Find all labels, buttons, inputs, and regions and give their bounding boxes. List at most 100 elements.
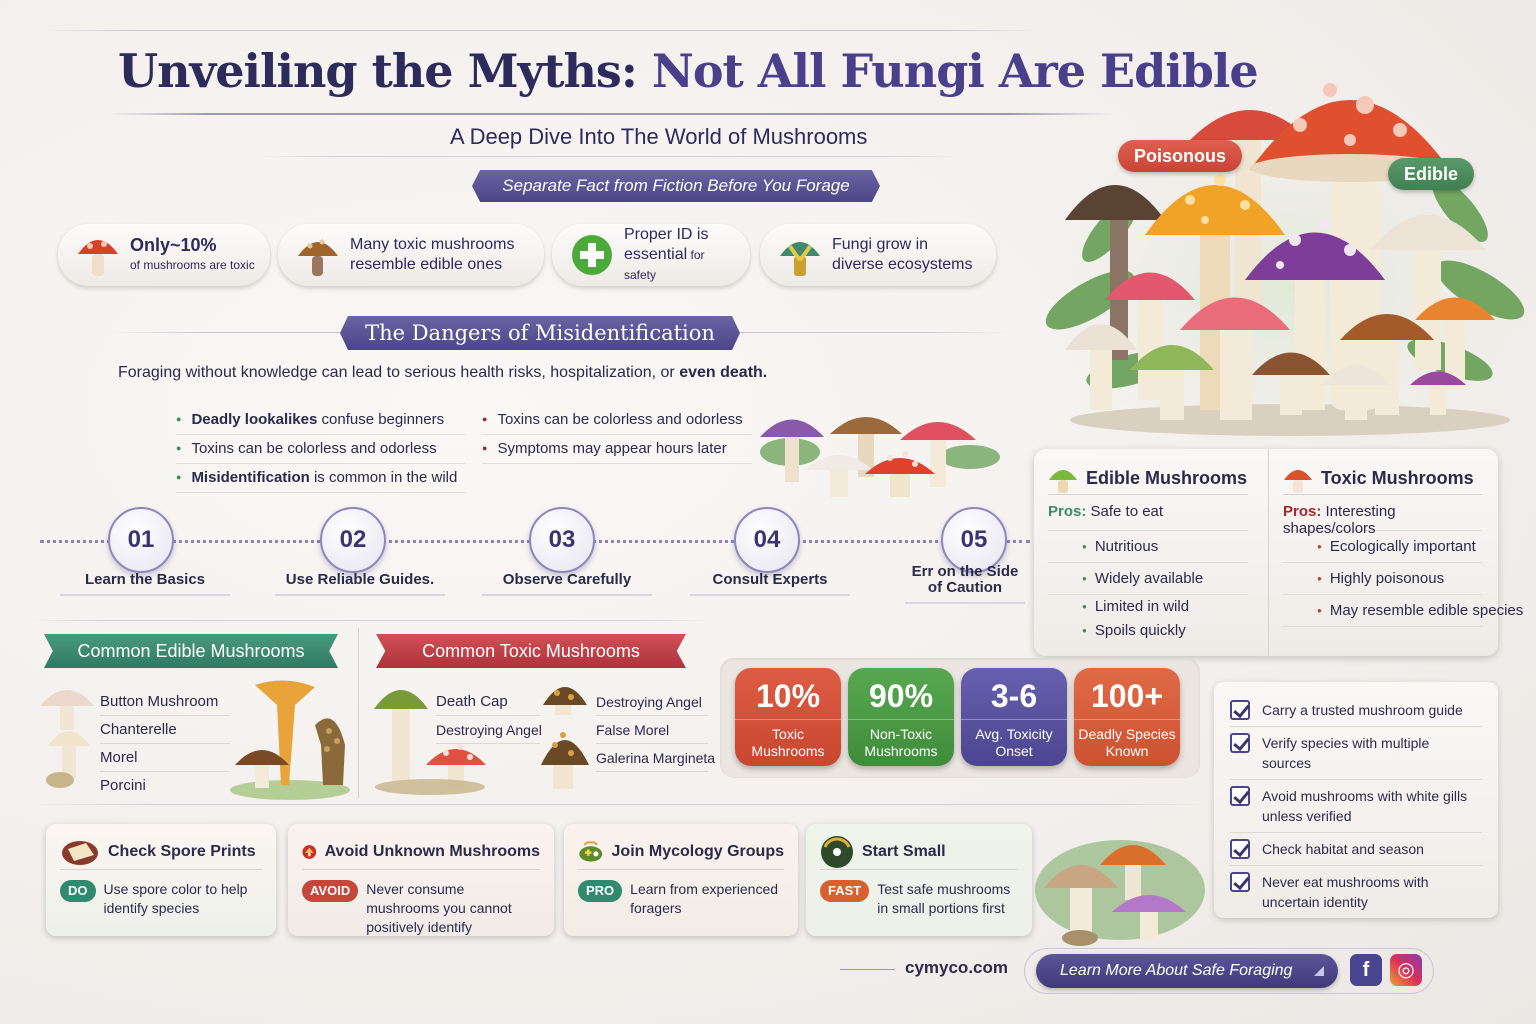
list-item: Spoils quickly <box>1048 619 1248 643</box>
toxic-title: Toxic Mushrooms <box>1321 468 1474 488</box>
checklist-text: Avoid mushrooms with white gills unless … <box>1262 788 1468 824</box>
tip-title: Check Spore Prints <box>108 842 256 860</box>
timeline-step-05: 05 <box>941 507 1007 573</box>
tip-text: Learn from experienced foragers <box>630 881 779 916</box>
danger-bullets-right: Toxins can be colorless and odorless Sym… <box>482 406 752 464</box>
checkbox-checked-icon[interactable] <box>1230 786 1250 806</box>
tip-body: AVOID Never consume mushrooms you cannot … <box>302 880 540 937</box>
bullet-item: Misidentification is common in the wild <box>176 464 466 493</box>
checkbox-checked-icon[interactable] <box>1230 733 1250 753</box>
checklist-item: Check habitat and season <box>1230 833 1482 866</box>
bullet-text: Toxins can be colorless and odorless <box>497 411 743 428</box>
brown-mushroom-icon <box>298 239 338 276</box>
instagram-icon[interactable]: ◎ <box>1390 954 1422 986</box>
edible-list: Nutritious Widely available Limited in w… <box>1048 531 1248 643</box>
tip-heading: Join Mycology Groups <box>578 834 784 870</box>
lead-text: Foraging without knowledge can lead to s… <box>118 364 680 381</box>
edible-vs-toxic-card: Edible Mushrooms Pros: Safe to eat Nutri… <box>1034 449 1523 656</box>
section-divider <box>30 804 1210 805</box>
hero-mushroom-illustration <box>1030 40 1536 450</box>
corner-mushroom-illustration <box>1030 820 1210 950</box>
tip-card-spore-prints: Check Spore Prints DO Use spore color to … <box>46 824 276 936</box>
dangers-heading: The Dangers of Misidentification <box>340 316 740 350</box>
list-item: Nutritious <box>1048 531 1248 563</box>
edible-column: Edible Mushrooms Pros: Safe to eat Nutri… <box>1034 449 1262 656</box>
timeline-label-03: Observe Carefully <box>482 572 652 596</box>
stat-toxic: 10% Toxic Mushrooms <box>735 668 841 766</box>
pros-label: Pros: <box>1048 503 1087 520</box>
timeline-step-02: 02 <box>320 507 386 573</box>
tip-tag: PRO <box>578 880 623 902</box>
warning-mushroom-icon <box>302 844 317 859</box>
stat-label: Non-Toxic Mushrooms <box>864 726 938 759</box>
fact-line-1: Many toxic mushrooms <box>350 236 515 253</box>
mushroom-group-icon <box>760 417 1000 497</box>
checklist-item: Avoid mushrooms with white gills unless … <box>1230 780 1482 833</box>
fact-line-1: Proper ID is <box>624 226 709 243</box>
red-mushroom-icon <box>78 240 118 276</box>
timeline-step-01: 01 <box>108 507 174 573</box>
edible-heading: Edible Mushrooms <box>1048 463 1248 495</box>
learn-more-button[interactable]: Learn More About Safe Foraging <box>1036 954 1338 988</box>
safety-checklist: Carry a trusted mushroom guide Verify sp… <box>1214 682 1498 918</box>
checkbox-checked-icon[interactable] <box>1230 872 1250 892</box>
checklist-item: Never eat mushrooms with uncertain ident… <box>1230 866 1482 918</box>
timeline-label-05: Err on the Side of Caution <box>905 564 1025 604</box>
green-mushroom-icon <box>1049 469 1077 493</box>
bullet-text: confuse beginners <box>317 411 445 428</box>
tagline-banner: Separate Fact from Fiction Before You Fo… <box>472 170 880 202</box>
stat-value: 10% <box>735 668 841 720</box>
footer-divider <box>840 969 895 970</box>
top-divider <box>40 30 1040 31</box>
false-morel-icon <box>541 687 589 789</box>
checklist-text: Verify species with multiple sources <box>1262 735 1430 771</box>
page-subtitle: A Deep Dive Into The World of Mushrooms <box>450 124 868 149</box>
stat-label: Deadly Species Known <box>1078 726 1176 759</box>
group-plus-icon <box>579 840 603 862</box>
fact-pill-lookalikes: Many toxic mushrooms resemble edible one… <box>278 224 544 286</box>
tip-heading: Avoid Unknown Mushrooms <box>302 834 540 870</box>
target-icon <box>821 835 853 868</box>
toxic-heading: Toxic Mushrooms <box>1283 463 1482 495</box>
tip-tag: AVOID <box>302 880 359 902</box>
spore-print-icon <box>62 840 98 865</box>
tip-tag: FAST <box>820 880 870 902</box>
list-item: Button Mushroom <box>100 688 230 716</box>
stat-deadly-species: 100+ Deadly Species Known <box>1074 668 1180 766</box>
common-edible-heading: Common Edible Mushrooms <box>44 634 338 668</box>
toxic-pros: Pros: Interesting shapes/colors <box>1283 503 1482 537</box>
timeline-label-01: Learn the Basics <box>60 572 230 596</box>
tip-title: Avoid Unknown Mushrooms <box>324 842 540 860</box>
bullet-item: Symptoms may appear hours later <box>482 435 752 464</box>
common-toxic-list-right: Destroying Angel False Morel Galerina Ma… <box>596 688 715 772</box>
fact-line-2-emphasis: essential <box>624 246 688 263</box>
facebook-icon[interactable]: f <box>1350 954 1382 986</box>
stat-value: 100+ <box>1074 668 1180 720</box>
button-mushroom-illustration <box>38 680 98 790</box>
title-part-1: Unveiling the Myths: <box>118 44 652 98</box>
list-item: Destroying Angel <box>436 716 542 744</box>
tip-body: FAST Test safe mushrooms in small portion… <box>820 880 1018 918</box>
list-item: Death Cap <box>436 688 540 716</box>
fact-pill-proper-id: Proper ID is essential for safety <box>552 224 750 286</box>
tip-tag: DO <box>60 880 96 902</box>
list-item: Widely available <box>1048 563 1248 595</box>
checkbox-checked-icon[interactable] <box>1230 700 1250 720</box>
checklist-text: Never eat mushrooms with uncertain ident… <box>1262 874 1429 910</box>
danger-bullets-left: Deadly lookalikes confuse beginners Toxi… <box>176 406 466 493</box>
tip-card-avoid-unknown: Avoid Unknown Mushrooms AVOID Never consu… <box>288 824 554 936</box>
footer-frame <box>1024 948 1434 994</box>
tip-body: PRO Learn from experienced foragers <box>578 880 784 918</box>
tip-card-start-small: Start Small FAST Test safe mushrooms in s… <box>806 824 1032 936</box>
tip-heading: Start Small <box>820 834 1018 870</box>
fact-pill-toxic-percent: Only~10% of mushrooms are toxic <box>58 224 270 286</box>
site-link[interactable]: cymyco.com <box>905 958 1008 977</box>
checkbox-checked-icon[interactable] <box>1230 839 1250 859</box>
timeline-step-04: 04 <box>734 507 800 573</box>
lead-bold: even death. <box>679 364 768 381</box>
cta-label: Learn More About Safe Foraging <box>1060 962 1293 979</box>
chanterelle-icon <box>230 680 350 800</box>
stat-label: Toxic Mushrooms <box>751 726 825 759</box>
bullet-item: Deadly lookalikes confuse beginners <box>176 406 466 435</box>
triangle-icon <box>1314 966 1324 976</box>
